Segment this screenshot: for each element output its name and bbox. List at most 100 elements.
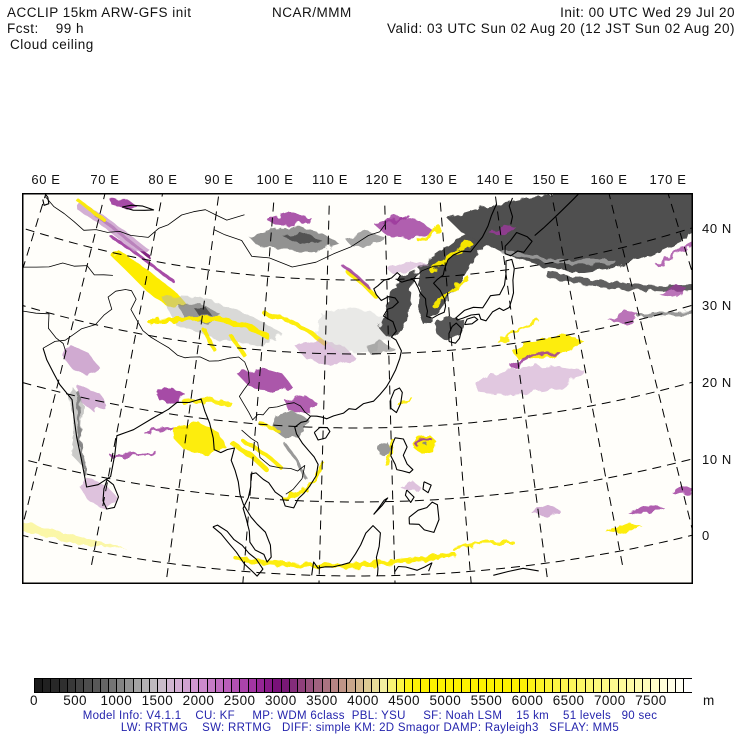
colorbar-cell: [199, 679, 208, 692]
colorbar-cell: [224, 679, 233, 692]
colorbar-cell: [248, 679, 257, 692]
colorbar-cell: [207, 679, 216, 692]
model-info-line2: LW: RRTMG SW: RRTMG DIFF: simple KM: 2D …: [120, 722, 620, 734]
colorbar-cell: [569, 679, 578, 692]
colorbar-cell: [191, 679, 200, 692]
colorbar-cell: [43, 679, 52, 692]
colorbar-cell: [577, 679, 586, 692]
colorbar-cell: [380, 679, 389, 692]
colorbar-cell: [610, 679, 619, 692]
colorbar-cell: [634, 679, 644, 692]
colorbar-cell: [330, 679, 340, 692]
colorbar-tick-label: 500: [63, 693, 87, 708]
colorbar-cell: [240, 679, 249, 692]
colorbar: [34, 678, 692, 693]
colorbar-cell: [503, 679, 512, 692]
colorbar-cell: [651, 679, 660, 692]
colorbar-cell: [100, 679, 109, 692]
colorbar-tick-label: 7000: [593, 693, 626, 708]
colorbar-cell: [314, 679, 323, 692]
colorbar-cell: [67, 679, 77, 692]
top-axis-label: 130 E: [420, 172, 458, 187]
colorbar-cell: [667, 679, 677, 692]
coastlines: [42, 193, 581, 577]
colorbar-cell: [528, 679, 537, 692]
colorbar-tick-label: 7500: [635, 693, 667, 708]
colorbar-tick-label: 3000: [264, 693, 297, 708]
colorbar-cell: [117, 679, 126, 692]
colorbar-cell: [511, 679, 520, 692]
colorbar-tick-label: 5000: [429, 693, 462, 708]
colorbar-cell: [536, 679, 545, 692]
colorbar-tick-label: 6000: [511, 693, 544, 708]
map-plot: [22, 193, 693, 584]
top-axis-label: 170 E: [649, 172, 687, 187]
colorbar-cell: [322, 679, 331, 692]
top-axis-label: 100 E: [256, 172, 294, 187]
colorbar-cell: [182, 679, 192, 692]
colorbar-cell: [544, 679, 553, 692]
colorbar-cell: [108, 679, 118, 692]
colorbar-cell: [618, 679, 627, 692]
colorbar-cell: [84, 679, 93, 692]
colorbar-cell: [593, 679, 603, 692]
colorbar-cell: [388, 679, 397, 692]
colorbar-cell: [445, 679, 455, 692]
model-id: ACCLIP 15km ARW-GFS init: [7, 5, 192, 20]
colorbar-cell: [51, 679, 60, 692]
colorbar-tick-label: 1000: [100, 693, 133, 708]
colorbar-cell: [158, 679, 167, 692]
top-axis-label: 90 E: [204, 172, 234, 187]
colorbar-cell: [265, 679, 274, 692]
colorbar-tick-label: 6500: [552, 693, 585, 708]
map-frame: [22, 193, 693, 584]
right-axis-label: 10 N: [702, 452, 732, 467]
colorbar-cell: [643, 679, 652, 692]
colorbar-tick-label: 4500: [388, 693, 420, 708]
graticule: [22, 193, 693, 584]
colorbar-cell: [141, 679, 151, 692]
colorbar-cell: [519, 679, 529, 692]
colorbar-cell: [59, 679, 68, 692]
colorbar-tick-label: 0: [30, 693, 38, 708]
top-axis-label: 60 E: [31, 172, 61, 187]
colorbar-cell: [125, 679, 134, 692]
colorbar-tick-label: 4000: [347, 693, 379, 708]
init-time: Init: 00 UTC Wed 29 Jul 20: [560, 5, 735, 20]
colorbar-cell: [626, 679, 635, 692]
colorbar-cell: [659, 679, 668, 692]
colorbar-cell: [166, 679, 175, 692]
country-borders: [22, 196, 445, 495]
colorbar-cell: [215, 679, 225, 692]
top-axis-label: 110 E: [311, 172, 349, 187]
colorbar-cell: [35, 679, 44, 692]
colorbar-tick-label: 2000: [182, 693, 215, 708]
colorbar-tick-label: 5500: [470, 693, 503, 708]
top-axis-label: 140 E: [476, 172, 514, 187]
colorbar-cell: [561, 679, 570, 692]
colorbar-cell: [363, 679, 372, 692]
colorbar-cell: [470, 679, 479, 692]
colorbar-cell: [487, 679, 496, 692]
colorbar-cell: [256, 679, 266, 692]
right-axis-label: 40 N: [702, 221, 732, 236]
forecast-hour: Fcst: 99 h: [7, 21, 85, 36]
colorbar-cell: [133, 679, 142, 692]
colorbar-cell: [339, 679, 348, 692]
colorbar-cell: [298, 679, 307, 692]
colorbar-cell: [478, 679, 488, 692]
top-axis-label: 80 E: [148, 172, 178, 187]
top-axis-label: 150 E: [532, 172, 570, 187]
right-axis-label: 30 N: [702, 298, 732, 313]
colorbar-cell: [462, 679, 471, 692]
colorbar-cell: [150, 679, 159, 692]
center-name: NCAR/MMM: [272, 5, 352, 20]
field-name: Cloud ceiling: [10, 37, 94, 52]
valid-time: Valid: 03 UTC Sun 02 Aug 20 (12 JST Sun …: [387, 21, 735, 36]
colorbar-cell: [289, 679, 298, 692]
colorbar-cell: [92, 679, 101, 692]
colorbar-unit: m: [703, 693, 715, 708]
colorbar-cell: [404, 679, 414, 692]
colorbar-cell: [174, 679, 183, 692]
